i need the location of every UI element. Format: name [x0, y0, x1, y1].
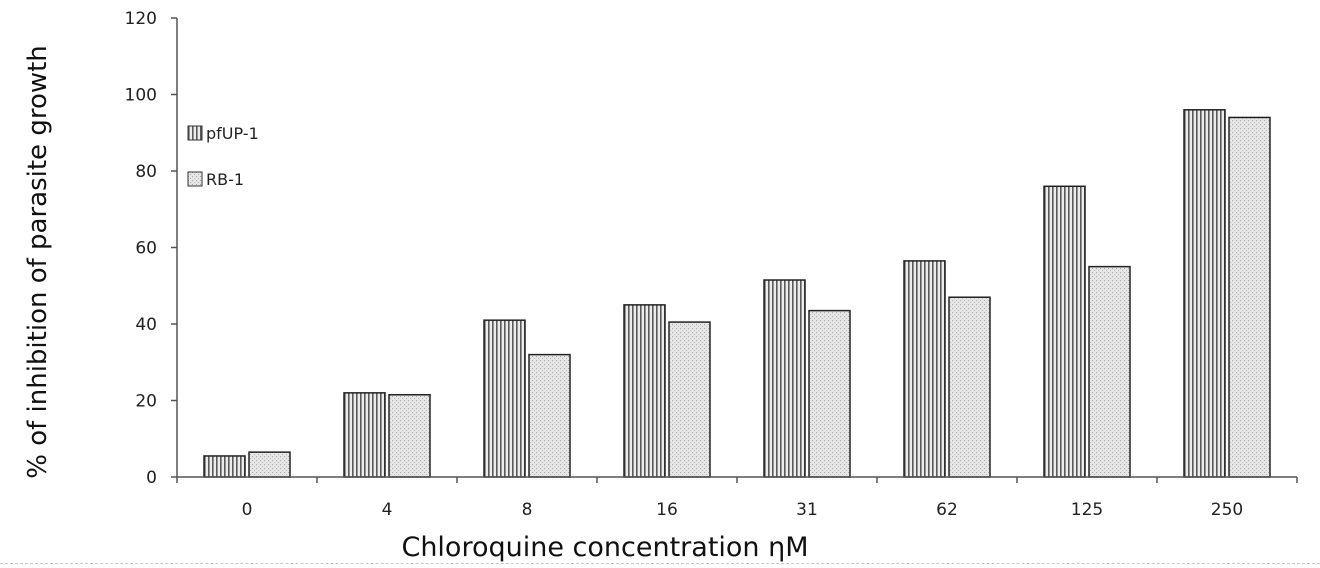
- bar-pfup-1-4: [343, 392, 386, 478]
- bar-rb-1-62: [948, 296, 991, 478]
- y-tick-label-80: 80: [135, 162, 157, 182]
- bar-pfup-1-16: [623, 304, 666, 478]
- legend-swatch-rb-1: [187, 171, 203, 187]
- bar-pfup-1-62: [903, 260, 946, 478]
- bar-rb-1-8: [528, 353, 571, 478]
- x-tick-label-4: 4: [382, 500, 393, 520]
- x-tick-label-16: 16: [656, 500, 678, 520]
- legend-item-rb-1: RB-1: [187, 170, 244, 189]
- legend-item-pfup-1: pfUP-1: [187, 124, 259, 143]
- x-axis-title: Chloroquine concentration ηM: [401, 532, 808, 563]
- y-tick-label-0: 0: [146, 468, 157, 488]
- x-tick-label-0: 0: [242, 500, 253, 520]
- bar-pfup-1-125: [1043, 185, 1086, 478]
- bottom-divider: [0, 563, 1320, 564]
- x-tick-label-62: 62: [936, 500, 958, 520]
- bar-rb-1-0: [248, 451, 291, 478]
- legend-label-rb-1: RB-1: [206, 170, 244, 189]
- x-tick-label-125: 125: [1071, 500, 1103, 520]
- bar-rb-1-125: [1088, 265, 1131, 478]
- legend-label-pfup-1: pfUP-1: [206, 124, 259, 143]
- y-tick-label-20: 20: [135, 392, 157, 412]
- bar-pfup-1-8: [483, 319, 526, 478]
- bar-pfup-1-250: [1183, 109, 1226, 478]
- y-tick-label-60: 60: [135, 239, 157, 259]
- legend: pfUP-1 RB-1: [187, 124, 259, 189]
- y-axis-title: % of inhibition of parasite growth: [23, 45, 53, 479]
- bar-rb-1-4: [388, 394, 431, 478]
- y-tick-label-120: 120: [125, 9, 157, 29]
- y-axis-ticks: 0 20 40 60 80 100 120: [125, 9, 177, 488]
- bar-pfup-1-0: [203, 455, 246, 478]
- y-tick-label-40: 40: [135, 315, 157, 335]
- x-tick-label-31: 31: [796, 500, 818, 520]
- y-tick-label-100: 100: [125, 86, 157, 106]
- x-tick-label-8: 8: [522, 500, 533, 520]
- x-tick-label-250: 250: [1211, 500, 1243, 520]
- x-axis-ticks: 0 4 8 16 31 62 125 250: [176, 477, 1298, 520]
- bar-rb-1-16: [668, 321, 711, 478]
- plot-area: [203, 109, 1271, 478]
- bar-rb-1-31: [808, 309, 851, 478]
- legend-swatch-pfup-1: [187, 125, 203, 141]
- bar-pfup-1-31: [763, 279, 806, 478]
- bar-rb-1-250: [1228, 116, 1271, 478]
